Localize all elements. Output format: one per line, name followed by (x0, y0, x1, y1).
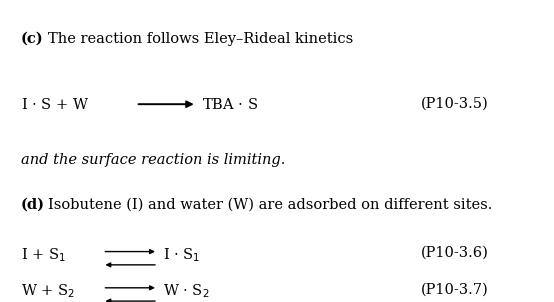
Text: (P10-3.5): (P10-3.5) (421, 97, 489, 111)
Text: TBA $\cdot$ S: TBA $\cdot$ S (202, 97, 258, 112)
Text: The reaction follows Eley–Rideal kinetics: The reaction follows Eley–Rideal kinetic… (48, 32, 353, 46)
Text: (c): (c) (21, 32, 44, 46)
Text: (P10-3.7): (P10-3.7) (421, 282, 489, 296)
Text: Isobutene (I) and water (W) are adsorbed on different sites.: Isobutene (I) and water (W) are adsorbed… (48, 198, 492, 212)
Text: (d): (d) (21, 198, 45, 212)
Text: I + S$_1$: I + S$_1$ (21, 246, 66, 264)
Text: W $\cdot$ S$_2$: W $\cdot$ S$_2$ (163, 282, 210, 300)
Text: and the surface reaction is limiting.: and the surface reaction is limiting. (21, 153, 285, 166)
Text: (P10-3.6): (P10-3.6) (421, 246, 489, 260)
Text: I $\cdot$ S$_1$: I $\cdot$ S$_1$ (163, 246, 201, 264)
Text: I $\cdot$ S + W: I $\cdot$ S + W (21, 97, 89, 112)
Text: W + S$_2$: W + S$_2$ (21, 282, 75, 300)
